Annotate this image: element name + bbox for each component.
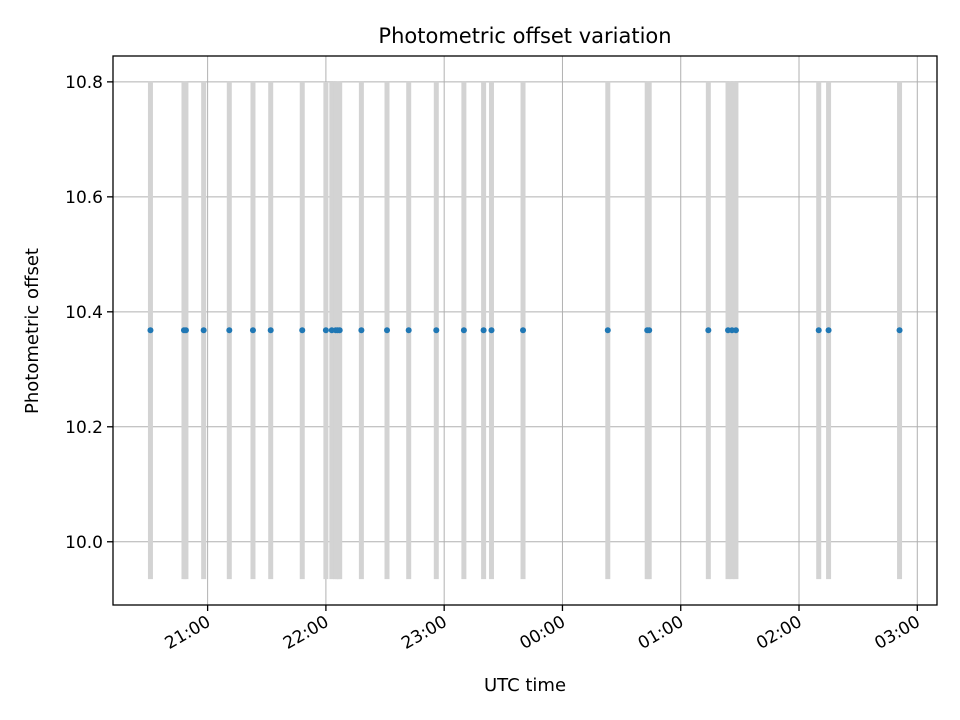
y-tick-label: 10.0: [65, 533, 103, 553]
data-point: [460, 327, 467, 334]
plot-frame: [112, 55, 938, 606]
y-tick-label: 10.6: [65, 188, 103, 208]
data-point: [480, 327, 487, 334]
data-point: [732, 327, 739, 334]
data-point: [299, 327, 306, 334]
data-point: [896, 327, 903, 334]
data-point: [322, 327, 329, 334]
data-point: [705, 327, 712, 334]
y-axis-ticks: 10.0 10.2 10.4 10.6 10.8: [65, 73, 113, 553]
data-point: [815, 327, 822, 334]
data-point: [646, 327, 653, 334]
data-point: [520, 327, 527, 334]
data-point: [147, 327, 154, 334]
y-tick-label: 10.8: [65, 73, 103, 93]
data-point: [336, 327, 343, 334]
x-axis-label: UTC time: [484, 675, 566, 696]
data-point: [825, 327, 832, 334]
y-tick-label: 10.2: [65, 418, 103, 438]
data-point: [488, 327, 495, 334]
y-axis-label: Photometric offset: [22, 248, 43, 414]
data-point: [604, 327, 611, 334]
data-point: [267, 327, 274, 334]
data-point: [358, 327, 365, 334]
data-point: [384, 327, 391, 334]
data-point: [226, 327, 233, 334]
data-point: [405, 327, 412, 334]
data-point: [200, 327, 207, 334]
data-point: [249, 327, 256, 334]
data-points: [147, 327, 903, 334]
chart-title: Photometric offset variation: [378, 24, 671, 48]
y-tick-label: 10.4: [65, 303, 103, 323]
data-point: [182, 327, 189, 334]
data-point: [433, 327, 440, 334]
